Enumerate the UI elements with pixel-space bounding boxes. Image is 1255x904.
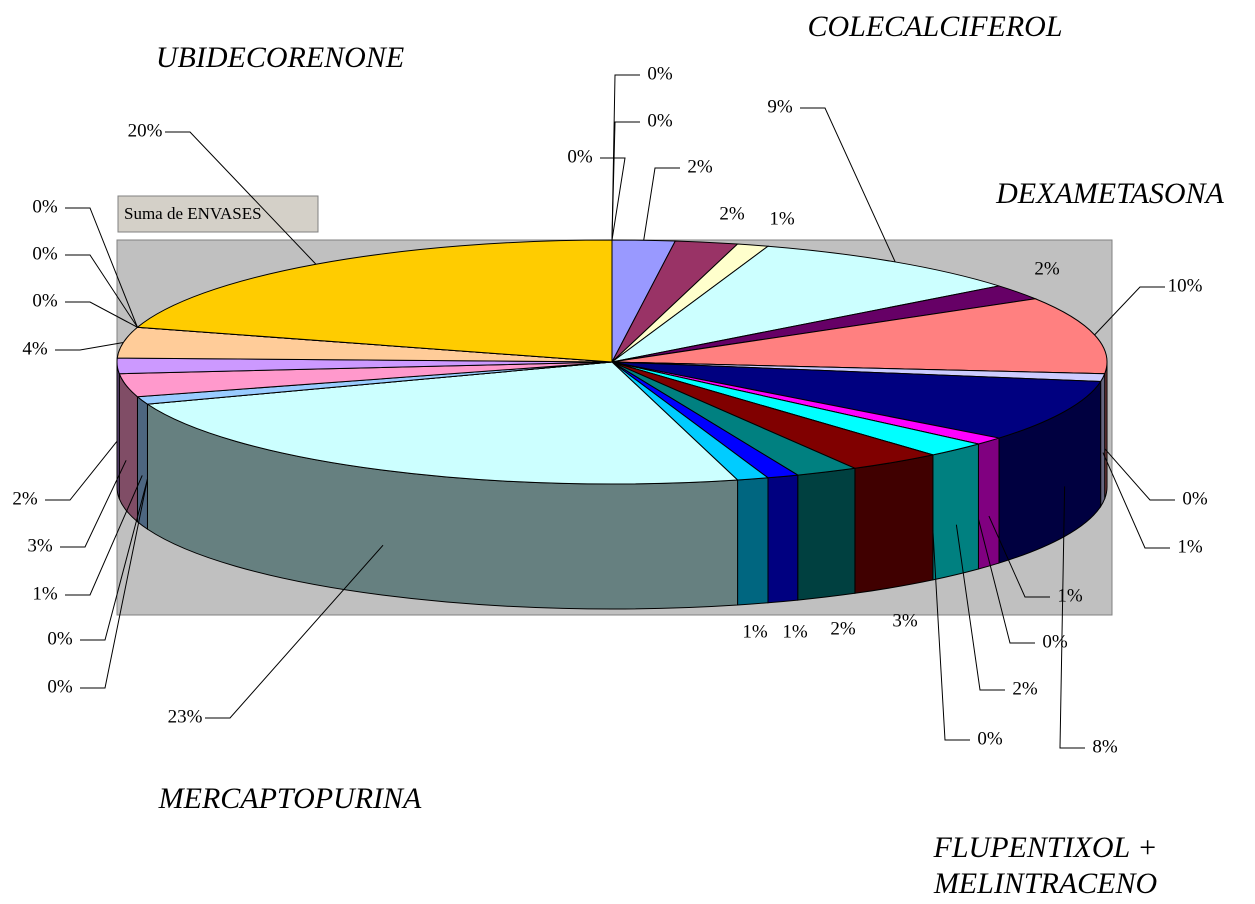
data-label: 3% [27,535,53,556]
data-label: 9% [767,96,793,117]
pie-slice-side [767,474,799,604]
leader-line [932,529,970,741]
annotation: DEXAMETASONA [996,177,1224,210]
leader-line [205,544,384,719]
data-label: 3% [892,610,918,631]
leader-line [977,518,1035,644]
data-label: 1% [782,621,808,642]
data-label: 20% [128,120,163,141]
leader-line [80,479,148,641]
leader-line [80,479,148,689]
leader-line [55,342,124,351]
pie-slice-side [136,395,148,531]
pie-slice-side [797,467,856,601]
data-label: 0% [47,676,73,697]
data-label: 2% [719,203,745,224]
data-label: 2% [830,618,856,639]
data-label: 1% [769,208,795,229]
annotation: UBIDECORENONE [155,41,405,74]
data-label: 0% [647,63,673,84]
leader-line [988,515,1050,598]
pie-slice [146,361,739,485]
pie-slice-side [854,454,934,594]
leader-line [800,107,896,263]
leader-line [955,524,1005,691]
pie-slice-side [737,477,769,606]
leader-line [165,131,317,265]
data-label: 1% [742,621,768,642]
leader-line [65,207,138,328]
data-label: 1% [1177,536,1203,557]
data-label: 10% [1168,275,1203,296]
data-label: 0% [977,728,1003,749]
data-label: 0% [32,290,58,311]
leader-line [1059,486,1085,749]
annotation: MERCAPTOPURINA [158,782,422,815]
data-label: 0% [647,110,673,131]
leader-line [60,460,127,548]
pie-outline [116,362,1108,487]
annotation: FLUPENTIXOL + MELINTRACENO [933,831,1158,900]
leader-line [643,167,680,241]
data-label: 0% [1182,488,1208,509]
data-label: 0% [32,243,58,264]
data-label: 0% [47,628,73,649]
data-label: 2% [687,156,713,177]
legend-button: Suma de ENVASES [117,195,319,233]
pie-slice [136,239,613,363]
data-label: 2% [1012,678,1038,699]
leader-line [1104,448,1175,501]
leader-line [45,440,118,501]
leader-line [600,157,626,241]
leader-line [1102,452,1170,549]
pie-slice-side [977,437,1000,570]
data-label: 2% [1034,258,1060,279]
leader-line [611,121,640,241]
legend-button-box [117,195,319,233]
data-label: 0% [1042,631,1068,652]
data-label: 0% [32,196,58,217]
leader-line [65,475,143,596]
pie-slice-side [1100,373,1106,509]
data-label: 1% [1057,585,1083,606]
legend-button-label: Suma de ENVASES [124,204,262,223]
leader-line [65,301,138,328]
data-label: 4% [22,338,48,359]
annotation: COLECALCIFEROL [807,10,1063,43]
pie-slice-side [118,373,138,523]
data-label: 2% [12,488,38,509]
leader-line [65,254,138,328]
data-label: 23% [168,706,203,727]
leader-line [1094,286,1165,336]
pie-slice-side [932,443,979,581]
data-label: 0% [567,146,593,167]
data-label: 8% [1092,736,1118,757]
pie-slice [611,361,1102,439]
data-label: 1% [32,583,58,604]
